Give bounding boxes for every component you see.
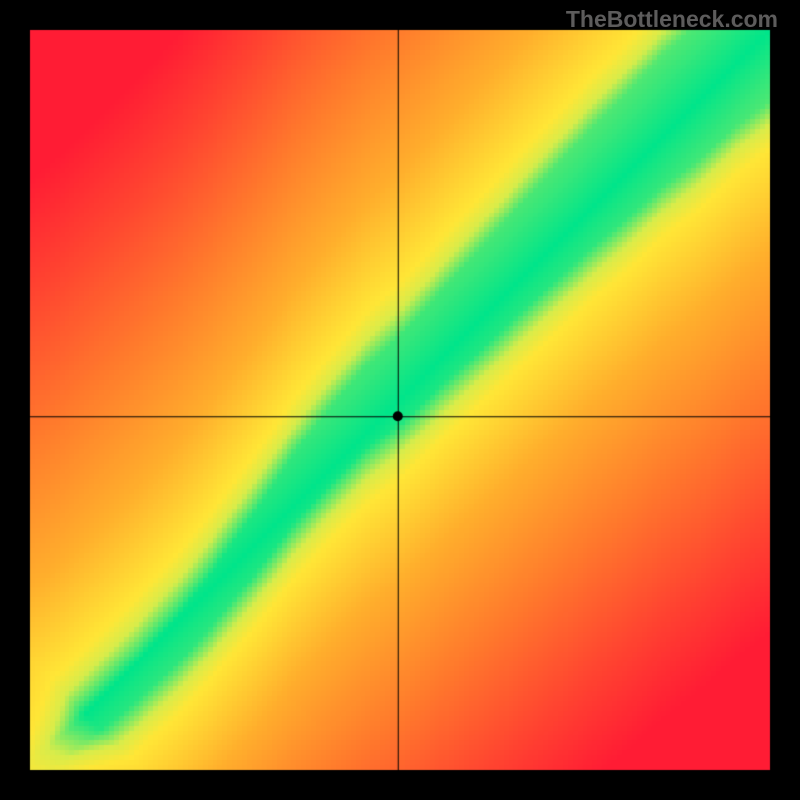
bottleneck-heatmap: [0, 0, 800, 800]
watermark-text: TheBottleneck.com: [566, 6, 778, 33]
